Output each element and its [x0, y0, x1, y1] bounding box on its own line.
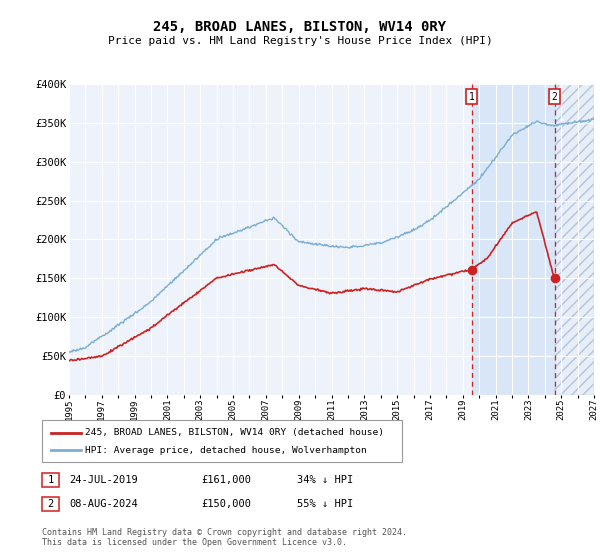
- Text: 245, BROAD LANES, BILSTON, WV14 0RY (detached house): 245, BROAD LANES, BILSTON, WV14 0RY (det…: [85, 428, 384, 437]
- Bar: [554, 84, 594, 395]
- Bar: [472, 84, 554, 395]
- Text: 34% ↓ HPI: 34% ↓ HPI: [297, 475, 353, 485]
- Text: 2: 2: [47, 499, 53, 509]
- Text: 1: 1: [469, 92, 475, 102]
- Text: 245, BROAD LANES, BILSTON, WV14 0RY: 245, BROAD LANES, BILSTON, WV14 0RY: [154, 20, 446, 34]
- Text: £161,000: £161,000: [201, 475, 251, 485]
- Text: Contains HM Land Registry data © Crown copyright and database right 2024.
This d: Contains HM Land Registry data © Crown c…: [42, 528, 407, 547]
- Text: 2: 2: [551, 92, 557, 102]
- Bar: [554, 84, 594, 395]
- Text: £150,000: £150,000: [201, 499, 251, 509]
- Text: Price paid vs. HM Land Registry's House Price Index (HPI): Price paid vs. HM Land Registry's House …: [107, 36, 493, 46]
- Text: 55% ↓ HPI: 55% ↓ HPI: [297, 499, 353, 509]
- Text: 08-AUG-2024: 08-AUG-2024: [69, 499, 138, 509]
- Text: HPI: Average price, detached house, Wolverhampton: HPI: Average price, detached house, Wolv…: [85, 446, 367, 455]
- Text: 1: 1: [47, 475, 53, 485]
- Text: 24-JUL-2019: 24-JUL-2019: [69, 475, 138, 485]
